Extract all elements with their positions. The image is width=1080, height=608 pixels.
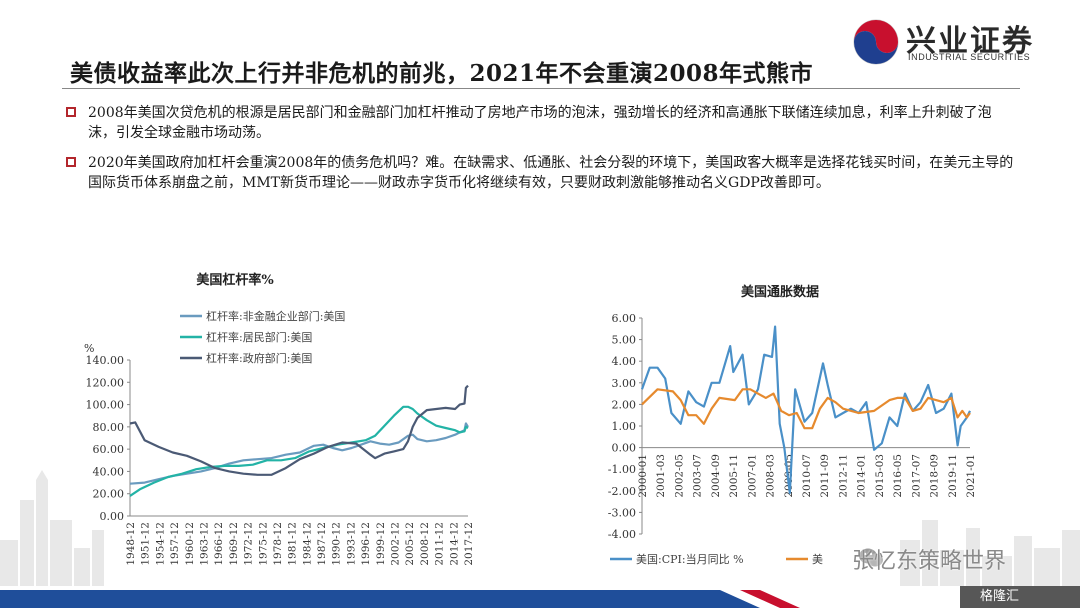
x-tick-label: 2011-09 — [819, 454, 831, 498]
y-tick-label: -4.00 — [608, 528, 636, 541]
y-tick-label: 100.00 — [86, 399, 125, 412]
x-tick-label: 1975-12 — [257, 522, 269, 566]
y-tick-label: 6.00 — [612, 312, 637, 325]
y-tick-label: 40.00 — [93, 465, 125, 478]
legend-label: 杠杆率:政府部门:美国 — [206, 351, 312, 365]
company-name-en: INDUSTRIAL SECURITIES — [908, 52, 1031, 62]
x-tick-label: 2005-11 — [728, 454, 740, 498]
x-tick-label: 2015-03 — [874, 454, 886, 498]
x-tick-label: 2017-12 — [463, 522, 475, 566]
x-tick-label: 1966-12 — [213, 522, 225, 566]
y-tick-label: -2.00 — [608, 485, 636, 498]
bullet-text: 2008年美国次贷危机的根源是居民部门和金融部门加杠杆推动了房地产市场的泡沫，强… — [88, 105, 992, 141]
bullet-marker-icon — [66, 157, 76, 167]
x-tick-label: 2016-05 — [892, 454, 904, 498]
y-tick-label: 120.00 — [86, 376, 125, 389]
x-tick-label: 2010-07 — [801, 454, 813, 498]
x-tick-label: 2004-09 — [710, 454, 722, 498]
x-tick-label: 1963-12 — [198, 522, 210, 566]
x-tick-label: 2000-01 — [637, 454, 649, 498]
watermark-text: 张忆东策略世界 — [852, 549, 1007, 574]
y-tick-label: 3.00 — [612, 377, 637, 390]
bullet-point: 2020年美国政府加杠杆会重演2008年的债务危机吗？难。在缺需求、低通胀、社会… — [66, 153, 1016, 213]
y-tick-label: 60.00 — [93, 443, 125, 456]
legend-label: 美 — [812, 553, 823, 566]
x-tick-label: 2021-01 — [965, 454, 977, 498]
chart-title: 美国通胀数据 — [741, 284, 819, 300]
x-tick-label: 1978-12 — [272, 522, 284, 566]
series-line — [640, 325, 971, 495]
x-tick-label: 1981-12 — [287, 522, 299, 566]
x-tick-label: 1954-12 — [154, 522, 166, 566]
x-tick-label: 2012-11 — [837, 454, 849, 498]
y-tick-label: 5.00 — [612, 334, 637, 347]
x-tick-label: 1969-12 — [228, 522, 240, 566]
bullet-text: 2020年美国政府加杠杆会重演2008年的债务危机吗？难。在缺需求、低通胀、社会… — [88, 155, 1014, 191]
x-tick-label: 2007-01 — [746, 454, 758, 498]
y-tick-label: 80.00 — [93, 421, 125, 434]
x-tick-label: 2014-12 — [448, 522, 460, 566]
x-tick-label: 2008-03 — [765, 454, 777, 498]
x-tick-label: 1987-12 — [316, 522, 328, 566]
x-tick-label: 1957-12 — [169, 522, 181, 566]
inflation-chart: 美国通胀数据 -4.00 -3.00 -2.00 -1.00 0.00 1.00 2.00 3.… — [608, 284, 977, 566]
wechat-icon — [859, 548, 883, 567]
x-tick-label: 2001-03 — [655, 454, 667, 498]
x-tick-label: 2003-07 — [692, 454, 704, 498]
bullet-point: 2008年美国次贷危机的根源是居民部门和金融部门加杠杆推动了房地产市场的泡沫，强… — [66, 103, 1016, 143]
chart-title: 美国杠杆率% — [196, 272, 274, 288]
series-line — [641, 388, 971, 430]
x-tick-label: 1993-12 — [345, 522, 357, 566]
series-line — [129, 422, 469, 485]
company-logo-icon — [853, 19, 899, 65]
y-tick-label: 20.00 — [93, 488, 125, 501]
x-tick-label: 1951-12 — [140, 522, 152, 566]
legend-label: 杠杆率:非金融企业部门:美国 — [206, 309, 345, 323]
y-axis-label: % — [84, 342, 94, 355]
x-tick-label: 1984-12 — [301, 522, 313, 566]
footer-bar — [0, 586, 1080, 608]
x-tick-label: 2014-01 — [856, 454, 868, 498]
company-name-cn: 兴业证券 — [906, 24, 1034, 59]
y-tick-label: 0.00 — [100, 510, 125, 523]
watermark-site: 格隆汇 — [980, 589, 1020, 604]
x-tick-label: 1948-12 — [125, 522, 137, 566]
y-tick-label: 1.00 — [612, 420, 637, 433]
leverage-chart: 美国杠杆率%% 0.00 20.00 40.00 60.00 80.00 100.00 120… — [84, 272, 475, 566]
y-tick-label: 0.00 — [612, 442, 637, 455]
y-tick-label: -3.00 — [608, 506, 636, 519]
title-divider — [62, 88, 1020, 89]
x-tick-label: 1960-12 — [184, 522, 196, 566]
x-tick-label: 2002-12 — [390, 522, 402, 566]
x-tick-label: 2017-07 — [910, 454, 922, 498]
y-tick-label: 140.00 — [86, 354, 125, 367]
y-tick-label: 2.00 — [612, 398, 637, 411]
y-tick-label: -1.00 — [608, 463, 636, 476]
x-tick-label: 2002-05 — [673, 454, 685, 498]
bullet-marker-icon — [66, 107, 76, 117]
x-tick-label: 2018-09 — [929, 454, 941, 498]
x-tick-label: 2011-12 — [434, 522, 446, 566]
y-tick-label: 4.00 — [612, 355, 637, 368]
x-tick-label: 2005-12 — [404, 522, 416, 566]
series-line — [129, 384, 469, 476]
x-tick-label: 2019-11 — [947, 454, 959, 498]
x-tick-label: 1972-12 — [243, 522, 255, 566]
x-tick-label: 1990-12 — [331, 522, 343, 566]
legend-label: 美国:CPI:当月同比 % — [636, 552, 744, 566]
legend-label: 杠杆率:居民部门:美国 — [206, 330, 312, 344]
x-tick-label: 2008-12 — [419, 522, 431, 566]
slide-title: 美债收益率此次上行并非危机的前兆，2021年不会重演2008年式熊市 — [70, 60, 814, 87]
x-tick-label: 1999-12 — [375, 522, 387, 566]
x-tick-label: 1996-12 — [360, 522, 372, 566]
